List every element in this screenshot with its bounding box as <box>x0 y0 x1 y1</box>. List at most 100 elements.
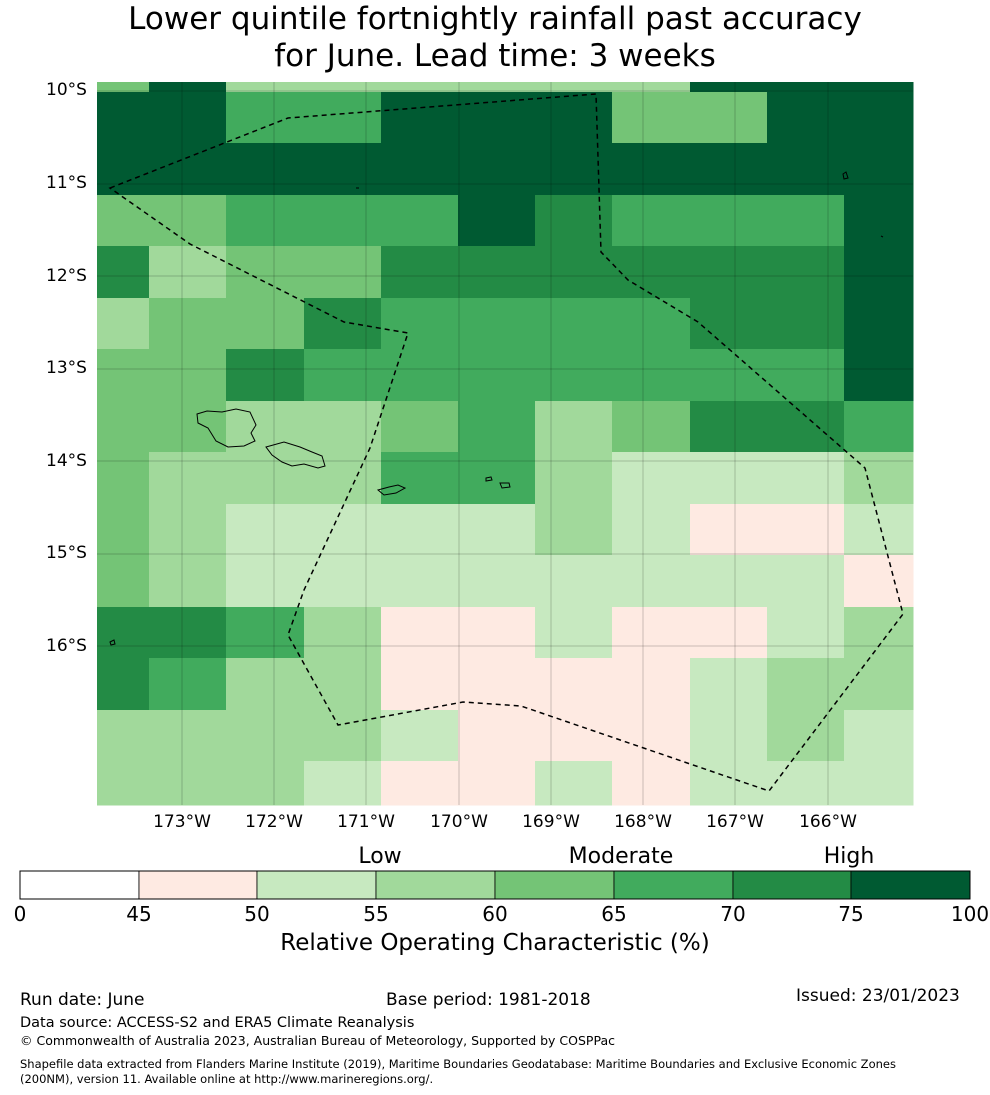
grid-cell <box>767 504 845 556</box>
grid-cell <box>226 92 305 144</box>
grid-cell <box>535 298 613 350</box>
grid-cell <box>612 349 691 402</box>
grid-cell <box>458 658 536 711</box>
colorbar-tick: 100 <box>950 902 990 926</box>
grid-cell <box>690 452 768 505</box>
grid-cell <box>612 607 691 659</box>
grid-cell <box>226 658 305 711</box>
category-moderate: Moderate <box>568 844 674 869</box>
grid-cell <box>612 504 691 556</box>
grid-cell <box>535 195 613 247</box>
grid-cell <box>612 246 691 299</box>
grid-cell <box>612 710 691 762</box>
tutuila-island <box>376 484 407 496</box>
lat-label: 11°S <box>46 173 87 193</box>
colorbar-tick: 70 <box>720 902 746 926</box>
ofu-island <box>485 476 493 482</box>
lon-label: 168°W <box>614 812 672 832</box>
grid-cell <box>304 658 382 711</box>
grid-cell <box>226 504 305 556</box>
category-low: Low <box>358 844 402 869</box>
grid-cell <box>535 555 613 608</box>
lat-label: 15°S <box>46 543 87 563</box>
grid-cell <box>767 195 845 247</box>
grid-cell <box>304 401 382 453</box>
grid-cell <box>535 504 613 556</box>
grid-cell <box>304 452 382 505</box>
grid-cell <box>690 298 768 350</box>
colorbar-segment <box>732 870 852 900</box>
grid-cell <box>612 195 691 247</box>
lat-label: 14°S <box>46 451 87 471</box>
grid-cell <box>97 504 150 556</box>
grid-cell <box>535 349 613 402</box>
grid-cell <box>149 92 227 144</box>
grid-cell <box>381 710 459 762</box>
grid-cell <box>767 607 845 659</box>
grid-cell <box>767 710 845 762</box>
grid-cell <box>844 710 914 762</box>
grid-cell <box>458 246 536 299</box>
grid-cell <box>535 143 613 196</box>
accuracy-map <box>97 82 914 806</box>
grid-cell <box>149 504 227 556</box>
grid-cell <box>381 298 459 350</box>
grid-cell <box>226 607 305 659</box>
colorbar-tick: 0 <box>13 902 27 926</box>
tau-island <box>499 482 511 489</box>
grid-cell <box>381 349 459 402</box>
grid-cell <box>535 710 613 762</box>
grid-cell <box>458 452 536 505</box>
grid-cell <box>535 761 613 806</box>
grid-cell <box>767 761 845 806</box>
grid-cell <box>226 555 305 608</box>
grid-cell <box>767 82 845 93</box>
islet-sw <box>109 639 116 646</box>
grid-cell <box>304 92 382 144</box>
grid-cell <box>612 452 691 505</box>
grid-cell <box>149 246 227 299</box>
grid-cell <box>612 92 691 144</box>
grid-cell <box>458 761 536 806</box>
lon-label: 173°W <box>153 812 211 832</box>
grid-cell <box>535 607 613 659</box>
grid-cell <box>304 761 382 806</box>
grid-cell <box>690 607 768 659</box>
grid-cell <box>381 401 459 453</box>
colorbar-tick: 55 <box>363 902 389 926</box>
lat-label: 16°S <box>46 636 87 656</box>
grid-cell <box>690 555 768 608</box>
grid-cell <box>381 607 459 659</box>
upolu-island <box>265 441 326 469</box>
grid-cell <box>458 401 536 453</box>
grid-cell <box>97 92 150 144</box>
grid-cell <box>226 452 305 505</box>
colorbar-tick: 45 <box>126 902 152 926</box>
lat-label: 13°S <box>46 358 87 378</box>
grid-cell <box>844 761 914 806</box>
colorbar-segment <box>850 870 971 900</box>
grid-cell <box>535 246 613 299</box>
grid-cell <box>458 607 536 659</box>
grid-cell <box>149 452 227 505</box>
base-period: Base period: 1981-2018 <box>386 990 591 1010</box>
lon-label: 169°W <box>522 812 580 832</box>
grid-cell <box>535 452 613 505</box>
grid-cell <box>767 246 845 299</box>
grid-cell <box>226 246 305 299</box>
grid-cell <box>149 658 227 711</box>
colorbar-label: Relative Operating Characteristic (%) <box>280 930 710 956</box>
shapefile-credit-line-1: Shapefile data extracted from Flanders M… <box>20 1057 896 1071</box>
colorbar-segment <box>494 870 615 900</box>
grid-cell <box>304 195 382 247</box>
grid-cell <box>612 298 691 350</box>
grid-cell <box>304 710 382 762</box>
eez-boundary <box>108 93 904 792</box>
grid-cell <box>149 555 227 608</box>
grid-cell <box>381 143 459 196</box>
grid-cell <box>844 298 914 350</box>
colorbar-segments <box>19 870 971 900</box>
grid-cell <box>690 82 768 93</box>
grid-cell <box>458 92 536 144</box>
grid-cell <box>304 143 382 196</box>
